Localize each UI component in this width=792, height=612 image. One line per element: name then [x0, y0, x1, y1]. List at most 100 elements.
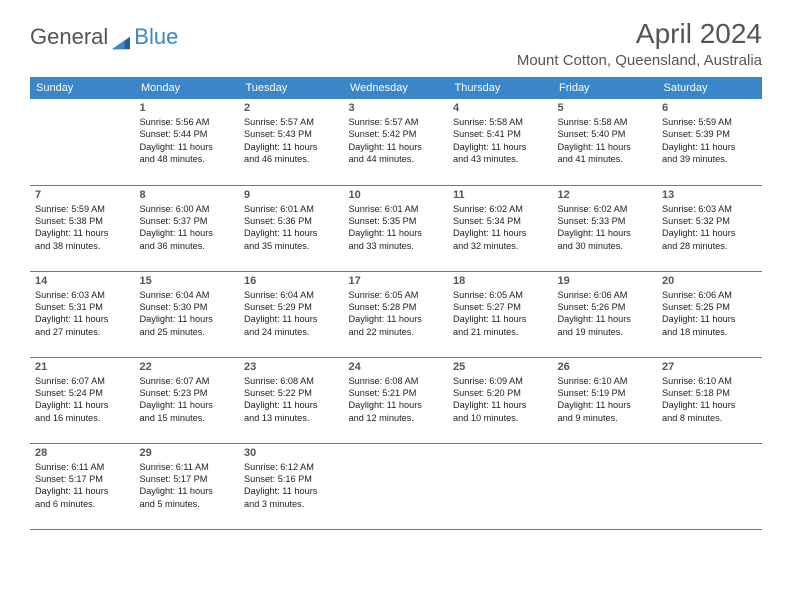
- calendar-cell: 2Sunrise: 5:57 AMSunset: 5:43 PMDaylight…: [239, 99, 344, 185]
- calendar-cell: 6 Sunrise: 5:59 AMSunset: 5:39 PMDaylight…: [657, 99, 762, 185]
- day-number: 20: [662, 275, 757, 287]
- day-number: 13: [662, 189, 757, 201]
- sunset-line: Sunset: 5:27 PM: [453, 301, 548, 313]
- sunrise-line: Sunrise: 6:07 AM: [35, 375, 130, 387]
- logo-text-blue: Blue: [134, 24, 178, 49]
- day-number: 28: [35, 447, 130, 459]
- day-number: 24: [349, 361, 444, 373]
- sunrise-line: Sunrise: 5:59 AM: [35, 203, 130, 215]
- day-number: 25: [453, 361, 548, 373]
- sunrise-line: Sunrise: 6:05 AM: [453, 289, 548, 301]
- calendar-cell-empty: [657, 443, 762, 529]
- weekday-header: Tuesday: [239, 77, 344, 99]
- day-number: 27: [662, 361, 757, 373]
- day-number: 30: [244, 447, 339, 459]
- daylight-line-2: and 3 minutes.: [244, 498, 339, 510]
- sunset-line: Sunset: 5:42 PM: [349, 128, 444, 140]
- daylight-line-1: Daylight: 11 hours: [35, 227, 130, 239]
- daylight-line-2: and 28 minutes.: [662, 240, 757, 252]
- calendar-cell: 14Sunrise: 6:03 AMSunset: 5:31 PMDayligh…: [30, 271, 135, 357]
- sunrise-line: Sunrise: 6:04 AM: [244, 289, 339, 301]
- calendar-cell: 18Sunrise: 6:05 AMSunset: 5:27 PMDayligh…: [448, 271, 553, 357]
- sunrise-line: Sunrise: 6:01 AM: [244, 203, 339, 215]
- daylight-line-2: and 39 minutes.: [662, 153, 757, 165]
- sunset-line: Sunset: 5:43 PM: [244, 128, 339, 140]
- calendar-cell: 8Sunrise: 6:00 AMSunset: 5:37 PMDaylight…: [135, 185, 240, 271]
- sunset-line: Sunset: 5:17 PM: [35, 473, 130, 485]
- sunrise-line: Sunrise: 5:58 AM: [453, 116, 548, 128]
- sunrise-line: Sunrise: 5:57 AM: [244, 116, 339, 128]
- weekday-header: Sunday: [30, 77, 135, 99]
- calendar-cell: 15Sunrise: 6:04 AMSunset: 5:30 PMDayligh…: [135, 271, 240, 357]
- sunset-line: Sunset: 5:18 PM: [662, 387, 757, 399]
- sunrise-line: Sunrise: 5:59 AM: [662, 116, 757, 128]
- daylight-line-2: and 46 minutes.: [244, 153, 339, 165]
- day-number: 16: [244, 275, 339, 287]
- location-text: Mount Cotton, Queensland, Australia: [517, 52, 762, 69]
- title-block: April 2024 Mount Cotton, Queensland, Aus…: [517, 18, 762, 69]
- day-number: 15: [140, 275, 235, 287]
- calendar-cell-empty: [30, 99, 135, 185]
- month-title: April 2024: [517, 18, 762, 50]
- weekday-header: Saturday: [657, 77, 762, 99]
- calendar-cell: 5Sunrise: 5:58 AMSunset: 5:40 PMDaylight…: [553, 99, 658, 185]
- weekday-header: Thursday: [448, 77, 553, 99]
- daylight-line-2: and 5 minutes.: [140, 498, 235, 510]
- daylight-line-2: and 25 minutes.: [140, 326, 235, 338]
- day-number: 23: [244, 361, 339, 373]
- daylight-line-1: Daylight: 11 hours: [453, 313, 548, 325]
- calendar-cell-empty: [448, 443, 553, 529]
- day-number: 5: [558, 102, 653, 114]
- sunset-line: Sunset: 5:20 PM: [453, 387, 548, 399]
- day-number: 1: [140, 102, 235, 114]
- daylight-line-2: and 41 minutes.: [558, 153, 653, 165]
- sunrise-line: Sunrise: 5:58 AM: [558, 116, 653, 128]
- calendar-cell: 4Sunrise: 5:58 AMSunset: 5:41 PMDaylight…: [448, 99, 553, 185]
- daylight-line-1: Daylight: 11 hours: [349, 227, 444, 239]
- sunset-line: Sunset: 5:24 PM: [35, 387, 130, 399]
- sunset-line: Sunset: 5:33 PM: [558, 215, 653, 227]
- daylight-line-1: Daylight: 11 hours: [662, 227, 757, 239]
- calendar-cell: 25Sunrise: 6:09 AMSunset: 5:20 PMDayligh…: [448, 357, 553, 443]
- sunrise-line: Sunrise: 6:11 AM: [35, 461, 130, 473]
- daylight-line-1: Daylight: 11 hours: [35, 399, 130, 411]
- sunset-line: Sunset: 5:30 PM: [140, 301, 235, 313]
- day-number: 22: [140, 361, 235, 373]
- sunset-line: Sunset: 5:34 PM: [453, 215, 548, 227]
- daylight-line-1: Daylight: 11 hours: [662, 141, 757, 153]
- daylight-line-2: and 36 minutes.: [140, 240, 235, 252]
- sunrise-line: Sunrise: 6:08 AM: [244, 375, 339, 387]
- daylight-line-1: Daylight: 11 hours: [453, 141, 548, 153]
- sunrise-line: Sunrise: 6:07 AM: [140, 375, 235, 387]
- daylight-line-2: and 18 minutes.: [662, 326, 757, 338]
- daylight-line-2: and 16 minutes.: [35, 412, 130, 424]
- sunrise-line: Sunrise: 6:10 AM: [558, 375, 653, 387]
- sunset-line: Sunset: 5:26 PM: [558, 301, 653, 313]
- sunset-line: Sunset: 5:38 PM: [35, 215, 130, 227]
- daylight-line-2: and 27 minutes.: [35, 326, 130, 338]
- day-number: 6: [662, 102, 757, 114]
- sunset-line: Sunset: 5:36 PM: [244, 215, 339, 227]
- daylight-line-2: and 30 minutes.: [558, 240, 653, 252]
- daylight-line-1: Daylight: 11 hours: [662, 399, 757, 411]
- daylight-line-1: Daylight: 11 hours: [558, 399, 653, 411]
- sunrise-line: Sunrise: 5:57 AM: [349, 116, 444, 128]
- daylight-line-1: Daylight: 11 hours: [140, 227, 235, 239]
- calendar-cell: 9Sunrise: 6:01 AMSunset: 5:36 PMDaylight…: [239, 185, 344, 271]
- calendar-cell: 29Sunrise: 6:11 AMSunset: 5:17 PMDayligh…: [135, 443, 240, 529]
- logo: General Blue: [30, 24, 178, 50]
- sunrise-line: Sunrise: 6:03 AM: [35, 289, 130, 301]
- calendar-cell: 1Sunrise: 5:56 AMSunset: 5:44 PMDaylight…: [135, 99, 240, 185]
- daylight-line-2: and 12 minutes.: [349, 412, 444, 424]
- daylight-line-2: and 48 minutes.: [140, 153, 235, 165]
- sunset-line: Sunset: 5:17 PM: [140, 473, 235, 485]
- sunrise-line: Sunrise: 6:02 AM: [453, 203, 548, 215]
- sunrise-line: Sunrise: 6:05 AM: [349, 289, 444, 301]
- calendar-cell: 21Sunrise: 6:07 AMSunset: 5:24 PMDayligh…: [30, 357, 135, 443]
- sunrise-line: Sunrise: 6:06 AM: [558, 289, 653, 301]
- sunrise-line: Sunrise: 6:01 AM: [349, 203, 444, 215]
- calendar-cell: 20Sunrise: 6:06 AMSunset: 5:25 PMDayligh…: [657, 271, 762, 357]
- daylight-line-1: Daylight: 11 hours: [453, 227, 548, 239]
- daylight-line-2: and 21 minutes.: [453, 326, 548, 338]
- sunset-line: Sunset: 5:39 PM: [662, 128, 757, 140]
